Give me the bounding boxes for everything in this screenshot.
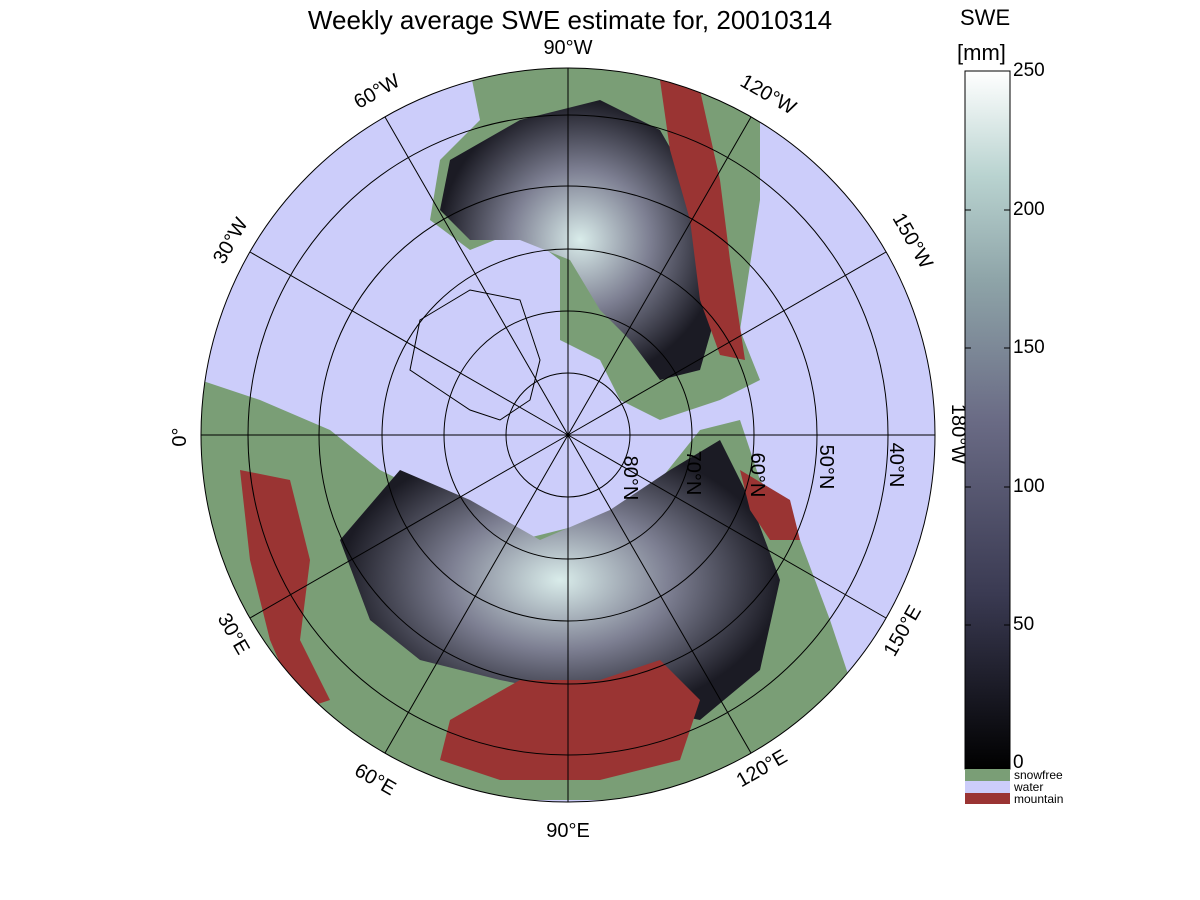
label-60e: 60°E xyxy=(351,759,400,800)
label-60n: 60°N xyxy=(746,453,768,498)
colorbar-label-swe: SWE xyxy=(960,5,1011,30)
label-90w: 90°W xyxy=(543,37,592,59)
meridians xyxy=(201,68,935,802)
legend-swatch-mountain xyxy=(965,793,1010,804)
label-30e: 30°E xyxy=(213,610,254,659)
label-0: 0° xyxy=(169,427,191,446)
label-80n: 80°N xyxy=(619,456,641,501)
label-120w: 120°W xyxy=(736,70,799,119)
colorbar-tick-label: 50 xyxy=(1013,614,1035,635)
label-40n: 40°N xyxy=(885,443,907,488)
legend-label-water: water xyxy=(1014,780,1044,794)
mountain-asia xyxy=(440,660,700,780)
legend-swatch-snowfree xyxy=(965,769,1010,781)
label-150w: 150°W xyxy=(888,209,937,272)
north-america-snow xyxy=(440,100,720,380)
mountain-rockies xyxy=(660,80,745,360)
label-180w: 180°W xyxy=(947,404,969,464)
label-90e: 90°E xyxy=(546,820,590,842)
legend-label-mountain: mountain xyxy=(1014,792,1064,806)
colorbar-tick-label: 150 xyxy=(1013,337,1045,358)
label-60w: 60°W xyxy=(350,70,404,114)
colorbar-tick-label: 100 xyxy=(1013,476,1045,497)
colorbar-label-unit: [mm] xyxy=(957,40,1006,65)
label-50n: 50°N xyxy=(815,445,837,490)
label-70n: 70°N xyxy=(682,451,704,496)
eurasia-snow xyxy=(340,440,780,720)
legend-swatch-water xyxy=(965,781,1010,793)
colorbar-ticks xyxy=(965,70,1010,626)
map-title: Weekly average SWE estimate for, 2001031… xyxy=(307,5,833,35)
swe-colorbar xyxy=(964,70,1011,770)
mountain-east-siberia xyxy=(740,470,800,540)
greenland-outline xyxy=(409,289,541,421)
map-boundary xyxy=(200,67,936,803)
colorbar-tick-label: 250 xyxy=(1013,60,1045,81)
colorbar-tick-label: 0 xyxy=(1013,752,1024,773)
legend-label-snowfree: snowfree xyxy=(1014,768,1063,782)
colorbar-tick-label: 200 xyxy=(1013,199,1045,220)
